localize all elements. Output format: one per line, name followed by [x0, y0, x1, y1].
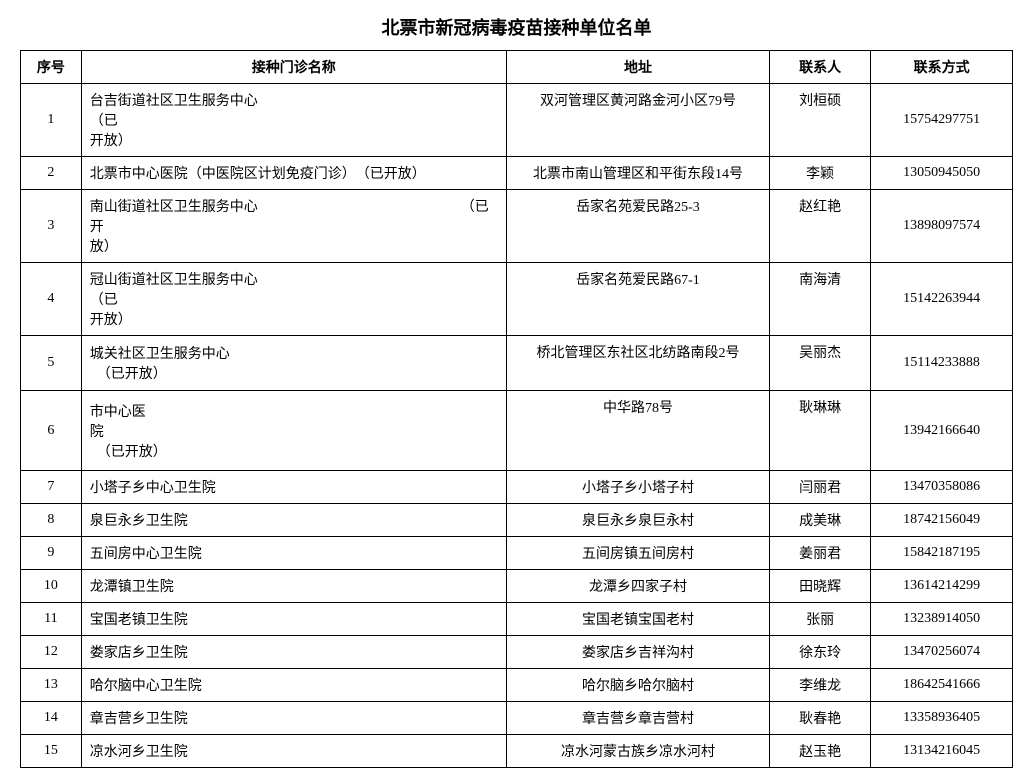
phone-number: 15842187195 [871, 537, 1013, 570]
clinic-name: 宝国老镇卫生院 [81, 603, 506, 636]
row-number: 2 [21, 157, 82, 190]
table-row: 7小塔子乡中心卫生院小塔子乡小塔子村闫丽君13470358086 [21, 471, 1013, 504]
row-number: 8 [21, 504, 82, 537]
contact-person: 赵玉艳 [770, 735, 871, 768]
address: 双河管理区黄河路金河小区79号 [506, 84, 769, 157]
table-row: 4冠山街道社区卫生服务中心 （已开放）岳家名苑爱民路67-1南海清1514226… [21, 263, 1013, 336]
contact-person: 李维龙 [770, 669, 871, 702]
row-number: 10 [21, 570, 82, 603]
phone-number: 13358936405 [871, 702, 1013, 735]
phone-number: 18642541666 [871, 669, 1013, 702]
phone-number: 13898097574 [871, 190, 1013, 263]
contact-person: 赵红艳 [770, 190, 871, 263]
contact-person: 耿琳琳 [770, 391, 871, 471]
row-number: 4 [21, 263, 82, 336]
clinic-name: 城关社区卫生服务中心 （已开放） [81, 336, 506, 391]
contact-person: 姜丽君 [770, 537, 871, 570]
row-number: 14 [21, 702, 82, 735]
phone-number: 13134216045 [871, 735, 1013, 768]
table-row: 13哈尔脑中心卫生院哈尔脑乡哈尔脑村李维龙18642541666 [21, 669, 1013, 702]
page-title: 北票市新冠病毒疫苗接种单位名单 [20, 14, 1013, 40]
address: 岳家名苑爱民路67-1 [506, 263, 769, 336]
vaccination-sites-table: 序号 接种门诊名称 地址 联系人 联系方式 1台吉街道社区卫生服务中心 （已开放… [20, 50, 1013, 768]
row-number: 6 [21, 391, 82, 471]
contact-person: 耿春艳 [770, 702, 871, 735]
address: 五间房镇五间房村 [506, 537, 769, 570]
clinic-name: 娄家店乡卫生院 [81, 636, 506, 669]
phone-number: 13614214299 [871, 570, 1013, 603]
table-row: 2北票市中心医院（中医院区计划免疫门诊） （已开放）北票市南山管理区和平街东段1… [21, 157, 1013, 190]
table-row: 8泉巨永乡卫生院泉巨永乡泉巨永村成美琳18742156049 [21, 504, 1013, 537]
table-row: 15凉水河乡卫生院凉水河蒙古族乡凉水河村赵玉艳13134216045 [21, 735, 1013, 768]
phone-number: 15114233888 [871, 336, 1013, 391]
clinic-name: 市中心医院 （已开放） [81, 391, 506, 471]
col-header-contact: 联系人 [770, 51, 871, 84]
clinic-name: 冠山街道社区卫生服务中心 （已开放） [81, 263, 506, 336]
row-number: 15 [21, 735, 82, 768]
row-number: 7 [21, 471, 82, 504]
clinic-name: 五间房中心卫生院 [81, 537, 506, 570]
row-number: 12 [21, 636, 82, 669]
address: 哈尔脑乡哈尔脑村 [506, 669, 769, 702]
table-row: 9五间房中心卫生院五间房镇五间房村姜丽君15842187195 [21, 537, 1013, 570]
contact-person: 张丽 [770, 603, 871, 636]
clinic-name: 小塔子乡中心卫生院 [81, 471, 506, 504]
clinic-name: 南山街道社区卫生服务中心 （已开放） [81, 190, 506, 263]
phone-number: 13238914050 [871, 603, 1013, 636]
contact-person: 吴丽杰 [770, 336, 871, 391]
table-row: 3南山街道社区卫生服务中心 （已开放）岳家名苑爱民路25-3赵红艳1389809… [21, 190, 1013, 263]
phone-number: 13470256074 [871, 636, 1013, 669]
row-number: 9 [21, 537, 82, 570]
table-row: 10龙潭镇卫生院龙潭乡四家子村田晓辉13614214299 [21, 570, 1013, 603]
col-header-addr: 地址 [506, 51, 769, 84]
address: 宝国老镇宝国老村 [506, 603, 769, 636]
contact-person: 刘桓硕 [770, 84, 871, 157]
phone-number: 13470358086 [871, 471, 1013, 504]
clinic-name: 哈尔脑中心卫生院 [81, 669, 506, 702]
table-row: 14章吉营乡卫生院章吉营乡章吉营村耿春艳13358936405 [21, 702, 1013, 735]
table-row: 11宝国老镇卫生院宝国老镇宝国老村张丽13238914050 [21, 603, 1013, 636]
address: 龙潭乡四家子村 [506, 570, 769, 603]
contact-person: 闫丽君 [770, 471, 871, 504]
contact-person: 田晓辉 [770, 570, 871, 603]
phone-number: 13942166640 [871, 391, 1013, 471]
contact-person: 李颖 [770, 157, 871, 190]
address: 章吉营乡章吉营村 [506, 702, 769, 735]
address: 凉水河蒙古族乡凉水河村 [506, 735, 769, 768]
phone-number: 15754297751 [871, 84, 1013, 157]
col-header-phone: 联系方式 [871, 51, 1013, 84]
row-number: 11 [21, 603, 82, 636]
address: 桥北管理区东社区北纺路南段2号 [506, 336, 769, 391]
address: 北票市南山管理区和平街东段14号 [506, 157, 769, 190]
clinic-name: 凉水河乡卫生院 [81, 735, 506, 768]
address: 中华路78号 [506, 391, 769, 471]
address: 娄家店乡吉祥沟村 [506, 636, 769, 669]
phone-number: 15142263944 [871, 263, 1013, 336]
table-header-row: 序号 接种门诊名称 地址 联系人 联系方式 [21, 51, 1013, 84]
row-number: 13 [21, 669, 82, 702]
clinic-name: 北票市中心医院（中医院区计划免疫门诊） （已开放） [81, 157, 506, 190]
table-row: 1台吉街道社区卫生服务中心 （已开放）双河管理区黄河路金河小区79号刘桓硕157… [21, 84, 1013, 157]
contact-person: 成美琳 [770, 504, 871, 537]
phone-number: 18742156049 [871, 504, 1013, 537]
address: 泉巨永乡泉巨永村 [506, 504, 769, 537]
address: 小塔子乡小塔子村 [506, 471, 769, 504]
clinic-name: 台吉街道社区卫生服务中心 （已开放） [81, 84, 506, 157]
contact-person: 徐东玲 [770, 636, 871, 669]
row-number: 1 [21, 84, 82, 157]
address: 岳家名苑爱民路25-3 [506, 190, 769, 263]
row-number: 5 [21, 336, 82, 391]
table-row: 6市中心医院 （已开放）中华路78号耿琳琳13942166640 [21, 391, 1013, 471]
col-header-name: 接种门诊名称 [81, 51, 506, 84]
row-number: 3 [21, 190, 82, 263]
clinic-name: 章吉营乡卫生院 [81, 702, 506, 735]
clinic-name: 龙潭镇卫生院 [81, 570, 506, 603]
table-row: 5城关社区卫生服务中心 （已开放）桥北管理区东社区北纺路南段2号吴丽杰15114… [21, 336, 1013, 391]
clinic-name: 泉巨永乡卫生院 [81, 504, 506, 537]
table-row: 12娄家店乡卫生院娄家店乡吉祥沟村徐东玲13470256074 [21, 636, 1013, 669]
phone-number: 13050945050 [871, 157, 1013, 190]
col-header-num: 序号 [21, 51, 82, 84]
contact-person: 南海清 [770, 263, 871, 336]
